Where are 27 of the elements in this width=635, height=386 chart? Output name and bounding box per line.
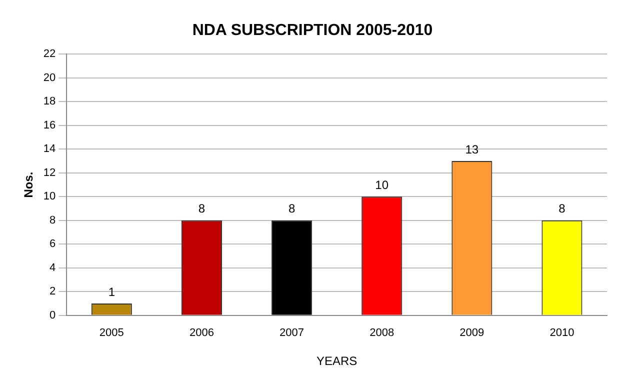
y-axis-title: Nos. bbox=[22, 172, 36, 198]
x-tick-label: 2009 bbox=[460, 327, 484, 340]
y-tick-label: 8 bbox=[50, 214, 56, 226]
y-tick-label: 0 bbox=[50, 309, 56, 322]
x-tick-label: 2008 bbox=[370, 327, 394, 340]
x-tick-label: 2010 bbox=[550, 327, 574, 340]
x-axis-title: YEARS bbox=[316, 354, 358, 368]
y-tick-label: 22 bbox=[43, 48, 56, 60]
y-tick-label: 6 bbox=[50, 238, 56, 250]
data-label: 8 bbox=[558, 202, 566, 216]
y-tick-label: 10 bbox=[43, 190, 56, 203]
y-tick-label: 14 bbox=[43, 143, 56, 156]
y-tick-label: 2 bbox=[50, 286, 56, 298]
data-label: 8 bbox=[198, 202, 206, 216]
y-tick-label: 12 bbox=[43, 166, 56, 179]
data-label: 10 bbox=[375, 178, 389, 192]
data-label: 8 bbox=[288, 202, 296, 216]
x-tick-label: 2005 bbox=[99, 327, 124, 340]
chart-title: NDA SUBSCRIPTION 2005-2010 bbox=[192, 22, 433, 40]
y-tick-label: 16 bbox=[43, 119, 56, 132]
y-tick-label: 18 bbox=[43, 96, 56, 108]
data-label: 1 bbox=[108, 284, 116, 299]
x-tick-label: 2007 bbox=[280, 327, 304, 340]
data-label: 13 bbox=[465, 142, 479, 156]
x-tick-label: 2006 bbox=[189, 327, 214, 340]
y-tick-label: 20 bbox=[43, 72, 56, 84]
y-tick-label: 4 bbox=[50, 262, 56, 274]
